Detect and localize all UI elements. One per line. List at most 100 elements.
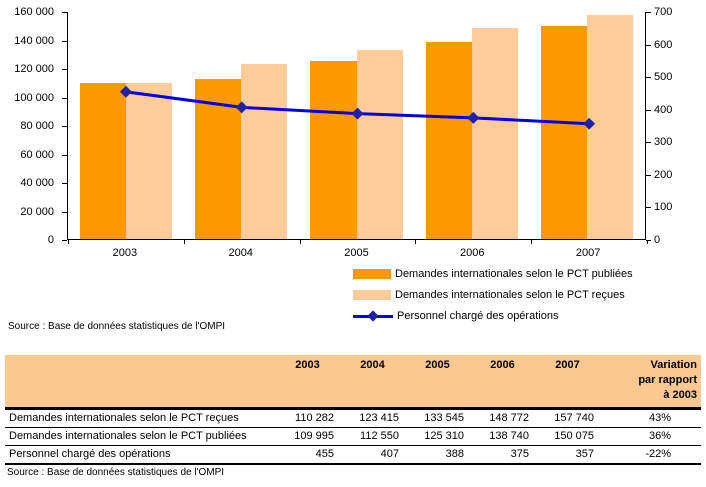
table-row: Demandes internationales selon le PCT re…: [5, 408, 701, 428]
bar: [541, 26, 588, 239]
right-axis-tick-label: 200: [654, 168, 673, 181]
right-axis-tick-label: 0: [654, 234, 661, 246]
bar-group-2003: [68, 12, 183, 239]
bar: [356, 49, 403, 239]
x-axis-labels: 2003 2004 2005 2006 2007: [67, 247, 646, 259]
bar-group-2007: [530, 12, 645, 239]
left-axis-tick-label: 100 000: [14, 91, 54, 104]
bar: [125, 82, 172, 239]
row-variation: 43%: [600, 408, 701, 428]
row-value: 157 740: [535, 408, 600, 428]
legend-item: Personnel chargé des opérations: [353, 309, 633, 323]
left-axis-tick: [62, 126, 67, 127]
row-value: 150 075: [535, 427, 600, 446]
table-header-variation: Variation par rapport à 2003: [600, 355, 701, 410]
x-axis-tick: [299, 240, 301, 244]
row-value: 110 282: [275, 408, 340, 428]
left-axis-tick: [62, 69, 67, 70]
row-label: Demandes internationales selon le PCT pu…: [5, 427, 275, 446]
right-axis-tick: [646, 44, 651, 46]
row-value: 123 415: [340, 408, 405, 428]
row-value: 133 545: [405, 408, 470, 428]
chart-legend: Demandes internationales selon le PCT pu…: [353, 267, 633, 330]
legend-label: Demandes internationales selon le PCT pu…: [395, 268, 633, 280]
left-axis-tick: [62, 40, 67, 42]
line-marker-diamond: [119, 85, 132, 98]
right-y-axis-labels: 700 600 500 400 300 200 100 0: [654, 6, 704, 246]
legend-bar-swatch-icon: [353, 290, 391, 300]
bar: [79, 82, 126, 239]
left-y-axis-labels: 160 000 140 000 120 000 100 000 80 000 60 000…: [0, 6, 58, 246]
x-axis-category-label: 2006: [460, 247, 485, 259]
row-value: 109 995: [275, 427, 340, 446]
row-value: 112 550: [340, 427, 405, 446]
table-header-year: 2003: [275, 355, 340, 410]
x-axis-category-label: 2005: [344, 247, 369, 259]
line-marker-diamond: [351, 107, 364, 120]
bar: [587, 15, 634, 239]
row-value: 148 772: [470, 408, 535, 428]
left-axis-tick: [62, 97, 67, 99]
right-axis-tick-label: 300: [654, 136, 673, 149]
pct-statistics-chart: 160 000 140 000 120 000 100 000 80 000 60 000…: [0, 6, 704, 332]
table-header-year: 2004: [340, 355, 405, 410]
left-axis-tick-label: 140 000: [14, 34, 54, 47]
right-axis-tick-label: 500: [654, 71, 673, 84]
plot-area: [62, 12, 651, 244]
right-axis-tick: [646, 174, 651, 176]
bar: [310, 61, 357, 239]
row-label: Personnel chargé des opérations: [5, 445, 275, 465]
pct-statistics-table: 2003 2004 2005 2006 2007 Variation par r…: [5, 355, 701, 465]
right-axis-tick: [646, 12, 651, 13]
left-axis-tick: [62, 240, 67, 241]
legend-label: Personnel chargé des opérations: [397, 310, 559, 322]
left-axis-tick-label: 120 000: [14, 63, 54, 75]
right-axis-tick: [646, 109, 651, 111]
table-header-year: 2007: [535, 355, 600, 410]
left-axis-tick-label: 20 000: [20, 205, 54, 218]
left-axis-tick-label: 60 000: [20, 148, 54, 161]
x-axis-tick: [415, 240, 417, 244]
table-source-note: Source : Base de données statistiques de…: [7, 467, 225, 478]
table-header-empty: [5, 355, 275, 410]
x-axis-tick: [68, 240, 69, 244]
left-axis-tick-label: 40 000: [20, 177, 54, 189]
right-axis-tick: [646, 142, 651, 144]
legend-item: Demandes internationales selon le PCT re…: [353, 288, 633, 302]
left-axis-tick-label: 0: [47, 234, 54, 246]
left-axis-tick: [62, 183, 67, 184]
row-variation: 36%: [600, 427, 701, 446]
bar: [471, 27, 519, 239]
row-variation: -22%: [600, 445, 701, 465]
legend-item: Demandes internationales selon le PCT pu…: [353, 267, 633, 281]
table-row: Personnel chargé des opérations 455 407 388…: [5, 445, 701, 465]
right-axis-tick: [646, 240, 651, 241]
right-axis-tick-label: 700: [654, 6, 673, 18]
right-axis-tick-label: 400: [654, 103, 673, 116]
x-axis-category-label: 2007: [575, 247, 601, 259]
x-axis-tick: [183, 240, 185, 244]
bar-group-2005: [299, 12, 414, 239]
bar-group-2006: [414, 12, 529, 239]
bar-groups: [68, 12, 645, 239]
left-axis-tick-label: 80 000: [20, 120, 54, 132]
bar-group-2004: [183, 12, 298, 239]
x-axis-tick: [647, 240, 648, 244]
x-axis-tick: [531, 240, 533, 244]
row-value: 375: [470, 445, 535, 465]
x-axis-category-label: 2003: [112, 247, 138, 259]
table-header-row: 2003 2004 2005 2006 2007 Variation par r…: [5, 355, 701, 410]
left-axis-tick: [62, 12, 67, 13]
row-value: 138 740: [470, 427, 535, 446]
right-axis-tick: [646, 77, 651, 79]
row-value: 388: [405, 445, 470, 465]
row-value: 455: [275, 445, 340, 465]
legend-bar-swatch-icon: [353, 269, 391, 279]
row-value: 407: [340, 445, 405, 465]
table-row: Demandes internationales selon le PCT pu…: [5, 427, 701, 446]
line-marker-diamond: [235, 101, 248, 114]
x-axis-category-label: 2004: [228, 247, 253, 259]
row-label: Demandes internationales selon le PCT re…: [5, 408, 275, 428]
bar: [241, 63, 288, 239]
